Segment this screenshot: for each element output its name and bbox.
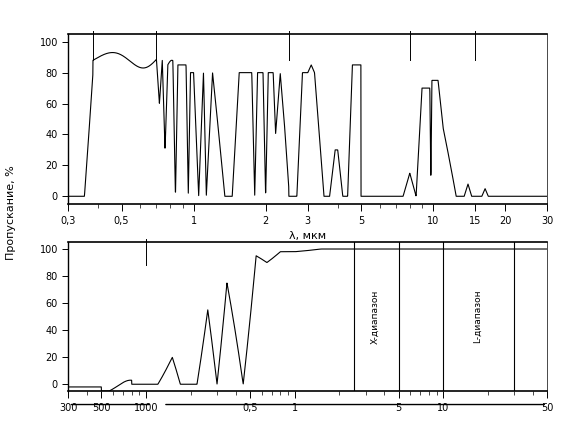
Text: L-диапазон: L-диапазон	[473, 290, 482, 343]
X-axis label: λ, мкм: λ, мкм	[289, 231, 327, 241]
Text: Пропускание, %: Пропускание, %	[6, 165, 17, 260]
Text: X-диапазон: X-диапазон	[371, 289, 380, 344]
